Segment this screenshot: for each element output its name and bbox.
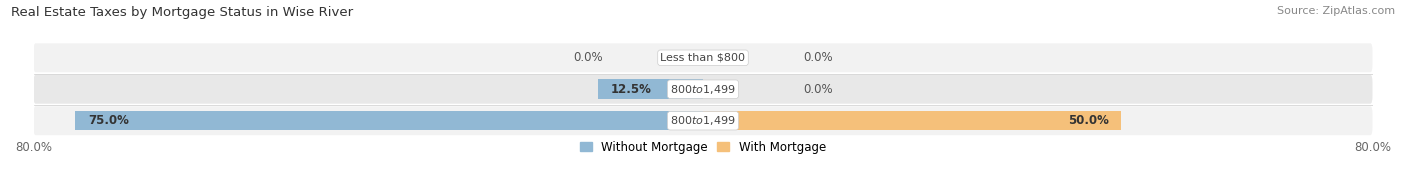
Legend: Without Mortgage, With Mortgage: Without Mortgage, With Mortgage bbox=[581, 141, 825, 154]
FancyBboxPatch shape bbox=[34, 106, 1372, 135]
Bar bbox=[76, 111, 703, 131]
Bar bbox=[599, 80, 703, 99]
Bar bbox=[703, 111, 1122, 131]
FancyBboxPatch shape bbox=[34, 43, 1372, 72]
FancyBboxPatch shape bbox=[34, 75, 1372, 104]
Text: Less than $800: Less than $800 bbox=[661, 53, 745, 63]
Text: 75.0%: 75.0% bbox=[89, 114, 129, 127]
Text: 0.0%: 0.0% bbox=[803, 51, 832, 64]
Text: $800 to $1,499: $800 to $1,499 bbox=[671, 83, 735, 96]
Text: 12.5%: 12.5% bbox=[612, 83, 652, 96]
Text: 0.0%: 0.0% bbox=[574, 51, 603, 64]
Text: Source: ZipAtlas.com: Source: ZipAtlas.com bbox=[1277, 6, 1395, 16]
Text: 0.0%: 0.0% bbox=[803, 83, 832, 96]
Text: $800 to $1,499: $800 to $1,499 bbox=[671, 114, 735, 127]
Text: 50.0%: 50.0% bbox=[1069, 114, 1109, 127]
Text: Real Estate Taxes by Mortgage Status in Wise River: Real Estate Taxes by Mortgage Status in … bbox=[11, 6, 353, 19]
